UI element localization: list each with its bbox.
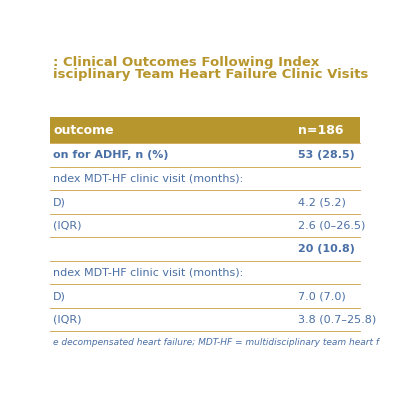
Text: ndex MDT-HF clinic visit (months):: ndex MDT-HF clinic visit (months): — [53, 268, 243, 278]
Text: 7.0 (7.0): 7.0 (7.0) — [298, 291, 346, 301]
Text: (IQR): (IQR) — [53, 221, 82, 231]
Text: D): D) — [53, 291, 66, 301]
Text: ndex MDT-HF clinic visit (months):: ndex MDT-HF clinic visit (months): — [53, 174, 243, 184]
Text: 53 (28.5): 53 (28.5) — [298, 150, 355, 160]
Text: : Clinical Outcomes Following Index: : Clinical Outcomes Following Index — [53, 56, 320, 69]
Text: D): D) — [53, 197, 66, 207]
Text: 2.6 (0–26.5): 2.6 (0–26.5) — [298, 221, 365, 231]
Text: isciplinary Team Heart Failure Clinic Visits: isciplinary Team Heart Failure Clinic Vi… — [53, 68, 368, 81]
Text: n=186: n=186 — [298, 124, 344, 137]
Bar — [50, 117, 360, 144]
Text: outcome: outcome — [53, 124, 114, 137]
Text: e decompensated heart failure; MDT-HF = multidisciplinary team heart f: e decompensated heart failure; MDT-HF = … — [53, 338, 379, 347]
Text: 3.8 (0.7–25.8): 3.8 (0.7–25.8) — [298, 315, 376, 325]
Text: on for ADHF, n (%): on for ADHF, n (%) — [53, 150, 169, 160]
Text: 4.2 (5.2): 4.2 (5.2) — [298, 197, 346, 207]
Text: 20 (10.8): 20 (10.8) — [298, 244, 355, 254]
Text: (IQR): (IQR) — [53, 315, 82, 325]
